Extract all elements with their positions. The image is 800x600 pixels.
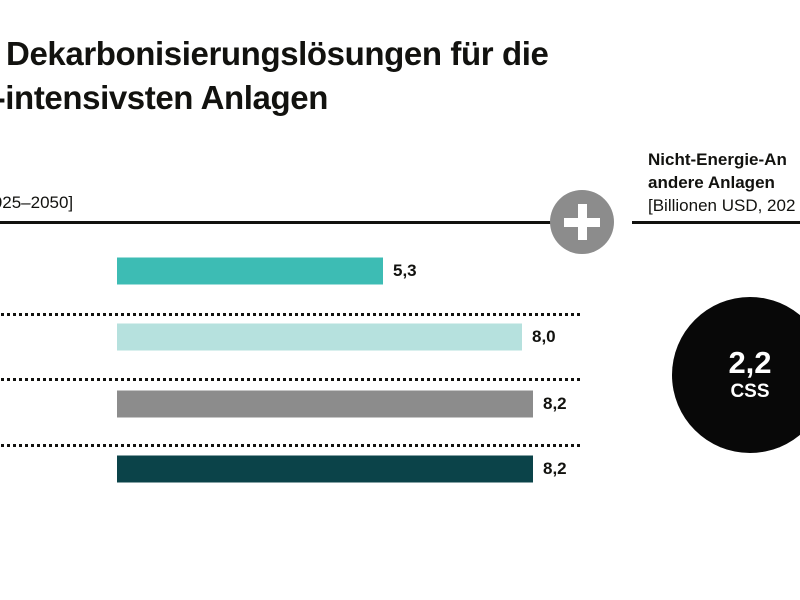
bar-separator-dotted-line [0, 378, 580, 381]
bar-row: 8,2 [0, 373, 620, 435]
page-title: en für Dekarbonisierungslösungen für die… [0, 32, 800, 125]
bar-chart: e Energie 5,3 8,0 8,2 abscheidung erung … [0, 240, 620, 520]
bubble-value: 2,2 [728, 345, 772, 380]
title-line-2-post: -intensivsten Anlagen [0, 79, 328, 116]
left-header-rule [0, 221, 560, 224]
plus-icon-horizontal-stroke [564, 217, 600, 227]
bar-track [117, 323, 522, 351]
bar-track [117, 390, 533, 418]
bar-value-label: 5,3 [393, 261, 417, 280]
bar-label: abscheidung erung (CCS) [0, 448, 110, 490]
bar-fill [117, 323, 522, 351]
bar-label-line1: e Energie [0, 261, 110, 282]
plus-icon [550, 190, 614, 254]
bar-separator-dotted-line [0, 444, 580, 447]
bar-value-label: 8,2 [543, 394, 567, 413]
bar-row: abscheidung erung (CCS) 8,2 [0, 438, 620, 500]
bar-track [117, 455, 533, 483]
title-line-2: 0 CO2-intensivsten Anlagen [0, 76, 800, 125]
right-header-rule [632, 221, 800, 224]
bar-track [117, 257, 383, 285]
ccs-value-bubble: 2,2 CSS [672, 297, 800, 453]
bar-fill [117, 257, 383, 285]
left-column-heading: lagen [0, 168, 73, 191]
bubble-caption: CSS [730, 381, 770, 402]
bar-row: 8,0 [0, 306, 620, 368]
bar-separator-dotted-line [0, 313, 580, 316]
bar-fill [117, 390, 533, 418]
title-line-1: en für Dekarbonisierungslösungen für die [0, 35, 549, 72]
bar-fill [117, 455, 533, 483]
bar-value-label: 8,0 [532, 327, 556, 346]
right-column-unit: [Billionen USD, 202 [648, 196, 796, 215]
bar-value-label: 8,2 [543, 459, 567, 478]
right-column-heading-line2: andere Anlagen [648, 173, 775, 192]
right-column-heading-line1: Nicht-Energie-An [648, 150, 787, 169]
bar-label: e Energie [0, 261, 110, 282]
bar-label-line1: abscheidung [0, 448, 110, 469]
bar-row: e Energie 5,3 [0, 240, 620, 302]
bar-label-line2: erung (CCS) [0, 469, 110, 490]
right-column-header: Nicht-Energie-An andere Anlagen [Billion… [648, 148, 795, 217]
